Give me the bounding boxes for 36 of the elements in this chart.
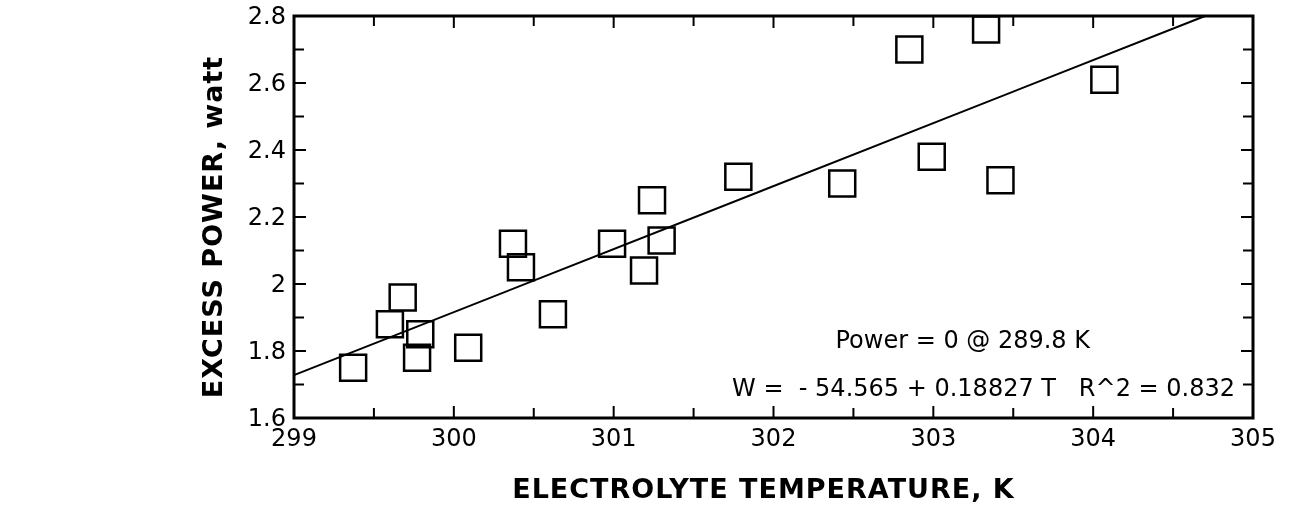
point: [375, 309, 405, 339]
annotation: W = - 54.565 + 0.18827 T R^2 = 0.832: [732, 374, 1235, 402]
x-tick-label: 304: [1070, 424, 1117, 452]
point: [597, 229, 627, 259]
point: [406, 320, 435, 349]
point: [629, 256, 659, 285]
y-axis-title: EXCESS POWER, watt: [197, 55, 228, 399]
point: [338, 353, 368, 382]
point: [1090, 65, 1119, 94]
y-tick-label: 2.8: [247, 2, 286, 31]
x-tick-label: 301: [590, 424, 637, 452]
y-tick-label: 2.6: [247, 69, 286, 98]
point: [402, 343, 432, 372]
y-tick-label: 2: [270, 270, 286, 299]
y-tick-label: 1.8: [247, 337, 286, 366]
point: [827, 169, 857, 198]
point: [498, 229, 528, 259]
y-tick-label: 2.2: [247, 203, 286, 232]
point: [895, 35, 924, 64]
point: [986, 165, 1015, 195]
point: [637, 186, 667, 215]
annotation: Power = 0 @ 289.8 K: [835, 326, 1092, 354]
x-tick-label: 303: [910, 424, 957, 452]
point: [453, 333, 483, 362]
x-axis-title: ELECTROLYTE TEMPERATURE, K: [512, 473, 1015, 504]
x-tick-label: 305: [1230, 424, 1276, 452]
y-tick-label: 2.4: [247, 136, 286, 165]
point: [917, 142, 946, 171]
x-tick-label: 302: [750, 424, 797, 452]
x-tick-label: 300: [430, 424, 477, 452]
point: [971, 15, 1001, 44]
point: [506, 253, 536, 282]
point: [388, 283, 417, 312]
point: [647, 226, 676, 255]
point: [538, 299, 568, 329]
point: [724, 162, 753, 192]
